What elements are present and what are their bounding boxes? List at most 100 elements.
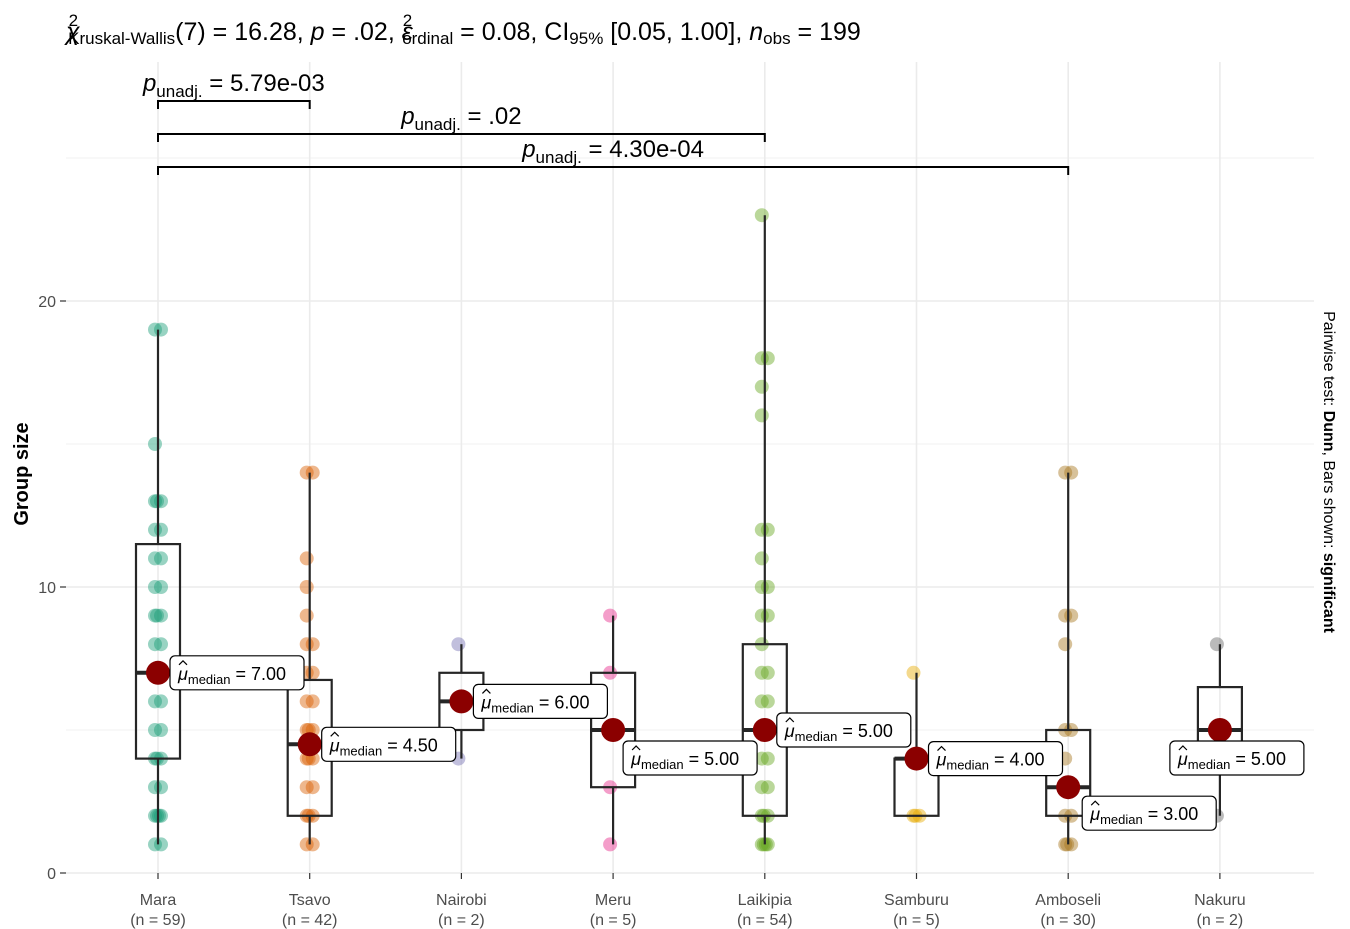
data-point [760,580,775,594]
median-marker [1207,718,1232,742]
data-point [760,751,775,766]
data-point [760,608,775,623]
x-tick-n-label: (n = 59) [130,912,186,929]
median-label-box [927,740,1064,777]
comparison-bracket [157,166,1070,175]
x-tick-n-label: (n = 42) [282,912,338,929]
data-point [305,694,320,709]
data-point [305,837,320,852]
data-point [154,723,168,737]
data-point [305,465,320,480]
data-point [299,780,314,795]
title-effect: = 0.08, CI [453,18,569,46]
title-ci: [0.05, 1.00], [603,18,749,46]
x-tick-n-label: (n = 5) [893,912,940,929]
median-hat [481,688,491,694]
data-point [603,608,618,623]
median-label-box [1081,795,1217,831]
median-marker [297,732,322,757]
title-effect-sub: ordinal [402,29,453,48]
data-point [154,551,168,566]
data-point [148,637,162,652]
data-point [154,837,168,852]
median-marker [1056,775,1081,800]
median-label-box [622,740,758,776]
title-p-value: = .02, [325,18,402,46]
data-point [760,780,775,795]
caption-part-3: , Bars shown: [1320,452,1337,553]
data-point [148,723,162,737]
median-label-text: μmedian = 5.00 [784,721,893,744]
title-ci-sub: 95% [569,29,603,48]
x-tick-label: Nakuru [1194,892,1246,909]
data-point [754,751,769,766]
median-marker [449,689,474,714]
data-point [1209,637,1224,652]
x-tick-n-label: (n = 2) [1197,912,1244,929]
comparison-bracket [157,100,311,109]
data-point [754,780,769,795]
data-point [154,694,168,709]
median-label-box [321,726,457,762]
data-point [154,322,168,337]
data-point [760,694,775,709]
data-point [754,665,769,680]
title-df: (7) = 16.28, [175,18,311,46]
median-hat [330,731,340,737]
median-label-text: μmedian = 6.00 [480,692,589,715]
x-tick-label: Mara [140,892,177,909]
data-point [154,637,168,652]
data-point [305,637,320,652]
x-tick-n-label: (n = 5) [590,912,637,929]
median-hat [631,745,641,751]
median-label-text: μmedian = 4.50 [329,735,438,758]
median-marker [904,746,929,771]
data-point [154,522,168,537]
title-n: n [749,18,763,46]
y-axis-title: Group size [11,422,33,525]
data-point [754,208,769,223]
title-stat-symbol: χ [64,18,80,46]
title-p: p [310,18,325,46]
title-effect-sup: 2 [403,11,412,30]
x-axis: Mara (n = 59) Tsavo (n = 42) Nairobi (n = 2) M… [130,873,1246,929]
y-tick-label: 10 [38,580,56,597]
median-labels: μmedian = 7.00 μmedian = 4.50 μmedian = 6.… [169,655,1305,831]
x-tick-label: Amboseli [1035,892,1101,909]
median-markers [146,660,1232,800]
x-tick-label: Laikipia [738,892,792,909]
x-tick-label: Meru [595,892,631,909]
comparison-bracket [157,133,766,142]
y-axis: 0 10 20 [38,294,66,883]
title-n-value: = 199 [791,18,861,46]
data-point [148,694,162,709]
x-tick-label: Tsavo [289,892,331,909]
median-label-text: μmedian = 5.00 [630,749,739,772]
data-point [305,780,320,795]
data-point [906,665,921,680]
data-point [154,580,168,594]
data-point [760,351,775,366]
x-tick-label: Samburu [884,892,949,909]
data-point [299,694,314,709]
data-point [760,665,775,680]
x-tick-n-label: (n = 30) [1040,912,1096,929]
comparison-label: punadj. = 5.79e-03 [142,70,325,101]
median-label-text: μmedian = 5.00 [1177,749,1286,772]
data-point [1064,608,1079,623]
box-body [134,542,182,760]
median-label-box [472,683,608,720]
data-point [1058,637,1073,652]
median-label-text: μmedian = 4.00 [936,750,1045,773]
median-hat [178,659,188,666]
median-label-box [776,712,912,748]
median-marker [146,660,170,685]
median-hat [1090,800,1100,806]
median-hat [1178,745,1188,751]
title-n-sub: obs [763,29,790,48]
median-label-box [1169,740,1305,776]
data-point [148,608,162,623]
data-point [148,437,162,451]
